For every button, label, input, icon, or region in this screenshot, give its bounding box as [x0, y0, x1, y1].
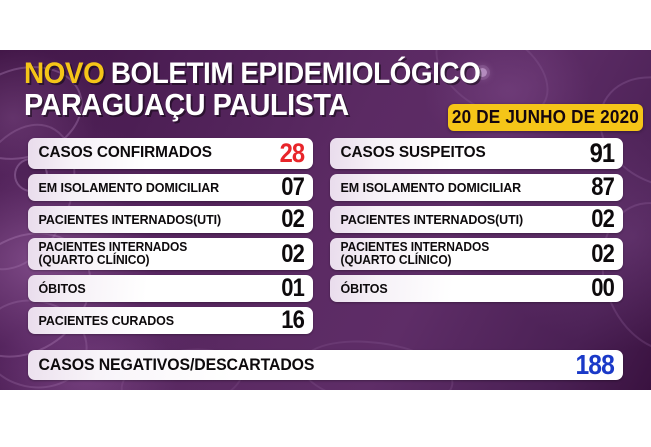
- stat-row-value: 28: [279, 138, 306, 168]
- stat-row-value: 02: [591, 239, 615, 268]
- stat-row-label: EM ISOLAMENTO DOMICILIAR: [340, 179, 522, 195]
- stat-row-value: 02: [281, 239, 305, 268]
- title-main-text: BOLETIM EPIDEMIOLÓGICO: [110, 57, 481, 90]
- stat-row-value: 02: [591, 206, 615, 233]
- stat-row: PACIENTES INTERNADOS (QUARTO CLÍNICO) 02: [330, 238, 623, 270]
- page-title-line-2: PARAGUAÇU PAULISTA: [24, 87, 349, 122]
- stat-row-label: PACIENTES INTERNADOS (QUARTO CLÍNICO): [38, 240, 188, 267]
- bulletin-panel: NOVO BOLETIM EPIDEMIOLÓGICO PARAGUAÇU PAU…: [0, 50, 651, 390]
- stat-row-label: ÓBITOS: [340, 280, 388, 296]
- page-title-line-1: NOVO BOLETIM EPIDEMIOLÓGICO: [24, 57, 481, 90]
- stat-row: CASOS CONFIRMADOS 28: [28, 138, 313, 169]
- date-badge-label: 20 DE JUNHO DE 2020: [451, 107, 640, 127]
- stat-row-value: 07: [281, 174, 305, 201]
- stat-row-value: 16: [281, 307, 305, 334]
- stat-row-value: 91: [589, 138, 616, 168]
- stat-row-label: EM ISOLAMENTO DOMICILIAR: [38, 179, 220, 195]
- stat-row-value: 87: [591, 174, 615, 201]
- stat-row: PACIENTES INTERNADOS (QUARTO CLÍNICO) 02: [28, 238, 313, 270]
- stat-row: CASOS SUSPEITOS 91: [330, 138, 623, 169]
- stat-row-label: PACIENTES INTERNADOS (QUARTO CLÍNICO): [340, 240, 490, 267]
- title-highlight-novo: NOVO: [24, 57, 105, 90]
- bulletin-header: NOVO BOLETIM EPIDEMIOLÓGICO PARAGUAÇU PAU…: [24, 54, 643, 132]
- negative-cases-value: 188: [575, 350, 615, 380]
- stat-row: PACIENTES INTERNADOS(UTI) 02: [28, 206, 313, 233]
- stat-row-label: ÓBITOS: [38, 280, 86, 296]
- suspected-cases-column: CASOS SUSPEITOS 91 EM ISOLAMENTO DOMICILIA…: [330, 138, 623, 307]
- negative-cases-label: CASOS NEGATIVOS/DESCARTADOS: [38, 355, 315, 374]
- stat-row-value: 01: [281, 275, 305, 302]
- stat-row: PACIENTES INTERNADOS(UTI) 02: [330, 206, 623, 233]
- stat-row-label: CASOS CONFIRMADOS: [38, 144, 212, 162]
- negative-cases-row: CASOS NEGATIVOS/DESCARTADOS 188: [28, 350, 623, 380]
- stat-row-label: PACIENTES INTERNADOS(UTI): [340, 211, 524, 227]
- stat-row: EM ISOLAMENTO DOMICILIAR 87: [330, 174, 623, 201]
- stat-row: PACIENTES CURADOS 16: [28, 307, 313, 334]
- stat-row-label: PACIENTES CURADOS: [38, 312, 175, 328]
- stat-row: ÓBITOS 00: [330, 275, 623, 302]
- stat-row-label: CASOS SUSPEITOS: [340, 144, 486, 162]
- confirmed-cases-column: CASOS CONFIRMADOS 28 EM ISOLAMENTO DOMICIL…: [28, 138, 313, 339]
- stat-row: EM ISOLAMENTO DOMICILIAR 07: [28, 174, 313, 201]
- date-badge: 20 DE JUNHO DE 2020: [448, 104, 643, 131]
- stat-row-value: 02: [281, 206, 305, 233]
- stat-row-value: 00: [591, 275, 615, 302]
- stat-row: ÓBITOS 01: [28, 275, 313, 302]
- stat-row-label: PACIENTES INTERNADOS(UTI): [38, 211, 222, 227]
